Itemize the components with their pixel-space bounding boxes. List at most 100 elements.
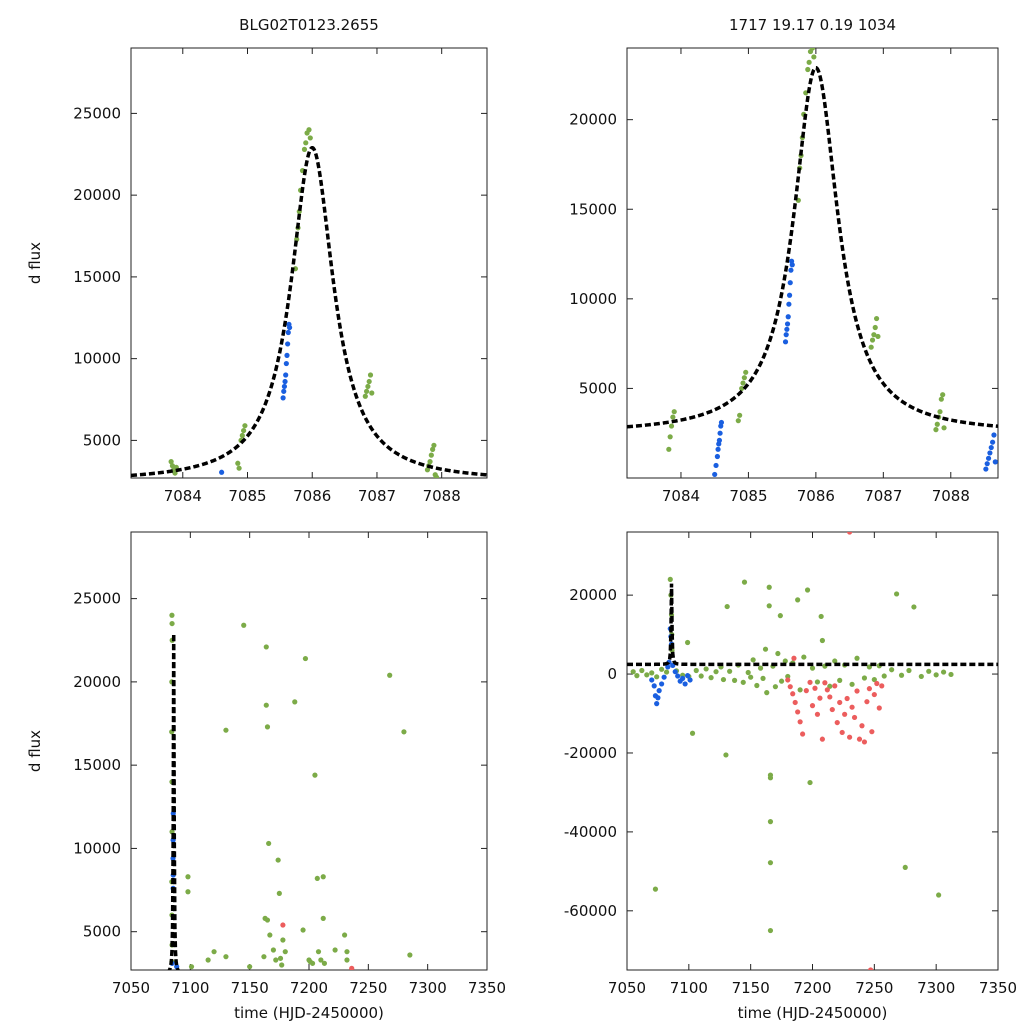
blue-data-point	[283, 372, 289, 378]
green-data-point	[938, 396, 944, 402]
blue-data-point	[718, 419, 725, 426]
green-data-point	[630, 669, 636, 675]
green-data-point	[428, 452, 434, 458]
red-data-point	[834, 719, 840, 726]
green-data-point	[344, 949, 350, 955]
green-data-point	[767, 775, 774, 781]
blue-data-point	[649, 677, 655, 683]
green-data-point	[488, 466, 493, 471]
green-data-point	[306, 127, 312, 133]
blue-data-point	[716, 437, 723, 443]
green-data-point	[261, 954, 267, 960]
green-data-point	[806, 59, 812, 65]
green-data-point	[369, 390, 375, 396]
red-data-point	[280, 922, 286, 928]
blue-data-point	[983, 466, 989, 472]
red-data-point	[827, 694, 833, 700]
blue-data-point	[659, 681, 665, 687]
green-data-point	[861, 675, 868, 681]
green-data-point	[893, 591, 900, 597]
blue-data-point	[985, 455, 992, 461]
model-curve	[627, 583, 998, 667]
blue-data-point	[717, 430, 723, 436]
blue-data-point	[988, 444, 994, 451]
red-data-point	[795, 709, 801, 715]
model-curve	[167, 633, 181, 970]
red-data-point	[844, 695, 850, 702]
green-data-point	[670, 414, 676, 420]
green-data-point	[654, 674, 660, 680]
green-data-point	[875, 333, 881, 340]
blue-data-point	[285, 329, 291, 336]
red-data-point	[812, 685, 818, 691]
x-tick-label: 7085	[228, 487, 266, 505]
x-tick-label: 7084	[662, 487, 700, 505]
green-data-point	[918, 673, 924, 680]
blue-data-point	[675, 673, 681, 679]
y-tick-label: -60000	[564, 902, 617, 920]
blue-data-point	[714, 453, 720, 460]
green-data-point	[282, 949, 288, 955]
red-data-point	[807, 679, 813, 685]
plot-frame	[130, 47, 488, 479]
red-data-point	[856, 736, 863, 742]
green-data-point	[837, 677, 843, 683]
green-data-point	[713, 669, 719, 675]
y-tick-label: 20000	[569, 111, 617, 129]
red-data-point	[869, 729, 875, 735]
y-tick-label: 10000	[73, 350, 121, 368]
green-data-point	[809, 665, 816, 671]
blue-data-point	[283, 360, 289, 367]
red-data-point	[800, 731, 806, 737]
green-data-point	[263, 644, 269, 650]
red-data-point	[787, 684, 793, 690]
x-tick-label: 7250	[349, 979, 387, 997]
red-data-point	[792, 699, 798, 706]
green-data-point	[387, 672, 393, 678]
red-data-point	[847, 532, 853, 535]
green-data-point	[266, 840, 272, 847]
green-data-point	[366, 378, 372, 385]
x-tick-label: 7087	[864, 487, 902, 505]
green-data-point	[430, 446, 436, 452]
green-data-point	[741, 579, 748, 585]
green-data-point	[750, 657, 756, 663]
green-data-point	[772, 684, 779, 690]
green-data-point	[782, 658, 788, 664]
blue-data-point	[661, 674, 667, 680]
blue-data-point	[984, 461, 990, 467]
green-data-point	[818, 613, 824, 620]
red-data-point	[814, 711, 821, 717]
green-data-point	[671, 409, 677, 415]
blue-data-point	[665, 664, 671, 670]
blue-data-point	[651, 683, 657, 689]
green-data-point	[766, 584, 772, 590]
green-data-point	[668, 423, 675, 429]
panel-bottom-left: d flux time (HJD-2450000) 7050 7100 7150 7200…	[26, 531, 506, 1022]
green-data-point	[300, 927, 306, 933]
green-data-point	[724, 603, 730, 610]
panel-title: 1717 19.17 0.19 1034	[729, 16, 896, 34]
red-data-point	[861, 739, 868, 745]
green-data-point	[239, 432, 245, 439]
blue-data-point	[987, 450, 993, 456]
green-data-point	[737, 412, 743, 418]
x-tick-label: 7050	[112, 979, 150, 997]
model-curve	[131, 146, 487, 478]
green-data-point	[801, 654, 807, 660]
green-data-point	[873, 315, 880, 322]
y-tick-label: 5000	[83, 923, 121, 941]
green-data-point	[936, 892, 942, 898]
green-data-point	[933, 672, 939, 678]
green-data-point	[344, 957, 350, 963]
red-data-point	[849, 704, 855, 710]
green-data-point	[708, 675, 714, 681]
green-data-point	[777, 613, 783, 619]
green-data-point	[811, 54, 817, 60]
green-data-point	[309, 960, 316, 966]
panel-bottom-right: time (HJD-2450000) 7050 7100 7150 7200 7250 73…	[564, 531, 1017, 1022]
blue-data-point	[712, 471, 718, 478]
green-data-point	[684, 639, 691, 646]
red-data-point	[837, 699, 843, 706]
